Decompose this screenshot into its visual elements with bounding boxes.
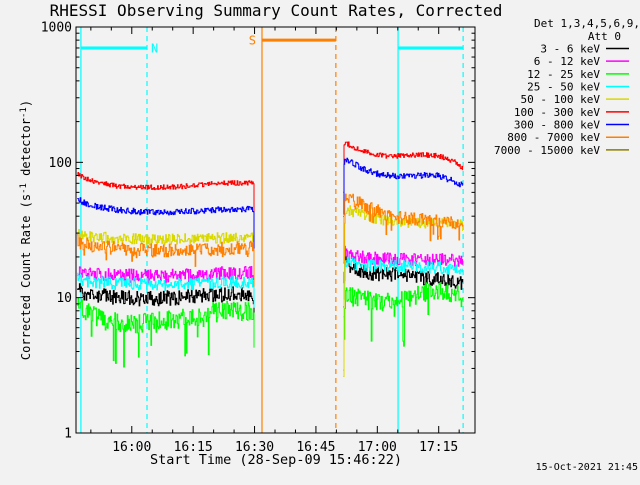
legend-label: 7000 - 15000 keV: [494, 144, 600, 157]
series-300-800keV: [77, 157, 464, 254]
legend-label: 800 - 7000 keV: [507, 131, 600, 144]
flag-label: S: [249, 34, 256, 48]
flag-layer: NS: [80, 27, 464, 433]
flag-label: N: [151, 41, 158, 55]
legend-label: 12 - 25 keV: [527, 68, 600, 81]
series-800-7000keV: [77, 193, 464, 287]
plot-frame: [75, 26, 476, 434]
axes-layer: 16:00 16:15 16:30 16:45 17:00 17:15 1 10 100 1000: [41, 21, 475, 455]
legend-label: 300 - 800 keV: [514, 119, 600, 132]
chart-title: RHESSI Observing Summary Count Rates, Co…: [50, 1, 503, 20]
x-axis-title: Start Time (28-Sep-09 15:46:22): [150, 452, 402, 468]
y-tick-label: 1: [64, 427, 72, 442]
series-12-25keV: [77, 282, 464, 371]
x-tick-label: 17:15: [419, 440, 458, 455]
legend-header-detectors: Det 1,3,4,5,6,9,: [534, 17, 640, 30]
y-axis-title: Corrected Count Rate (s-1 detector-1): [19, 100, 33, 360]
flag-bar: [398, 46, 464, 50]
legend-header-attenuator: Att 0: [588, 30, 621, 43]
x-tick-label: 16:45: [296, 440, 335, 455]
series-layer: [77, 141, 464, 377]
flag-bar: [261, 38, 336, 42]
legend-label: 25 - 50 keV: [527, 81, 600, 94]
x-tick-label: 16:15: [174, 440, 213, 455]
series-25-50keV: [77, 256, 464, 318]
series-3-6keV: [77, 255, 464, 316]
legend-label: 100 - 300 keV: [514, 106, 600, 119]
y-tick-label: 100: [49, 156, 72, 171]
legend-label: 50 - 100 keV: [521, 93, 601, 106]
series-100-300keV: [77, 141, 464, 215]
x-tick-label: 16:00: [112, 440, 151, 455]
y-tick-label: 1000: [41, 21, 72, 36]
creation-timestamp: 15-Oct-2021 21:45: [536, 462, 638, 473]
flag-bar: [80, 46, 148, 50]
legend-label: 6 - 12 keV: [534, 55, 601, 68]
x-tick-label: 16:30: [235, 440, 274, 455]
series-50-100keV: [77, 205, 464, 377]
legend-label: 3 - 6 keV: [540, 43, 600, 56]
y-tick-label: 10: [56, 291, 72, 306]
x-tick-label: 17:00: [358, 440, 397, 455]
